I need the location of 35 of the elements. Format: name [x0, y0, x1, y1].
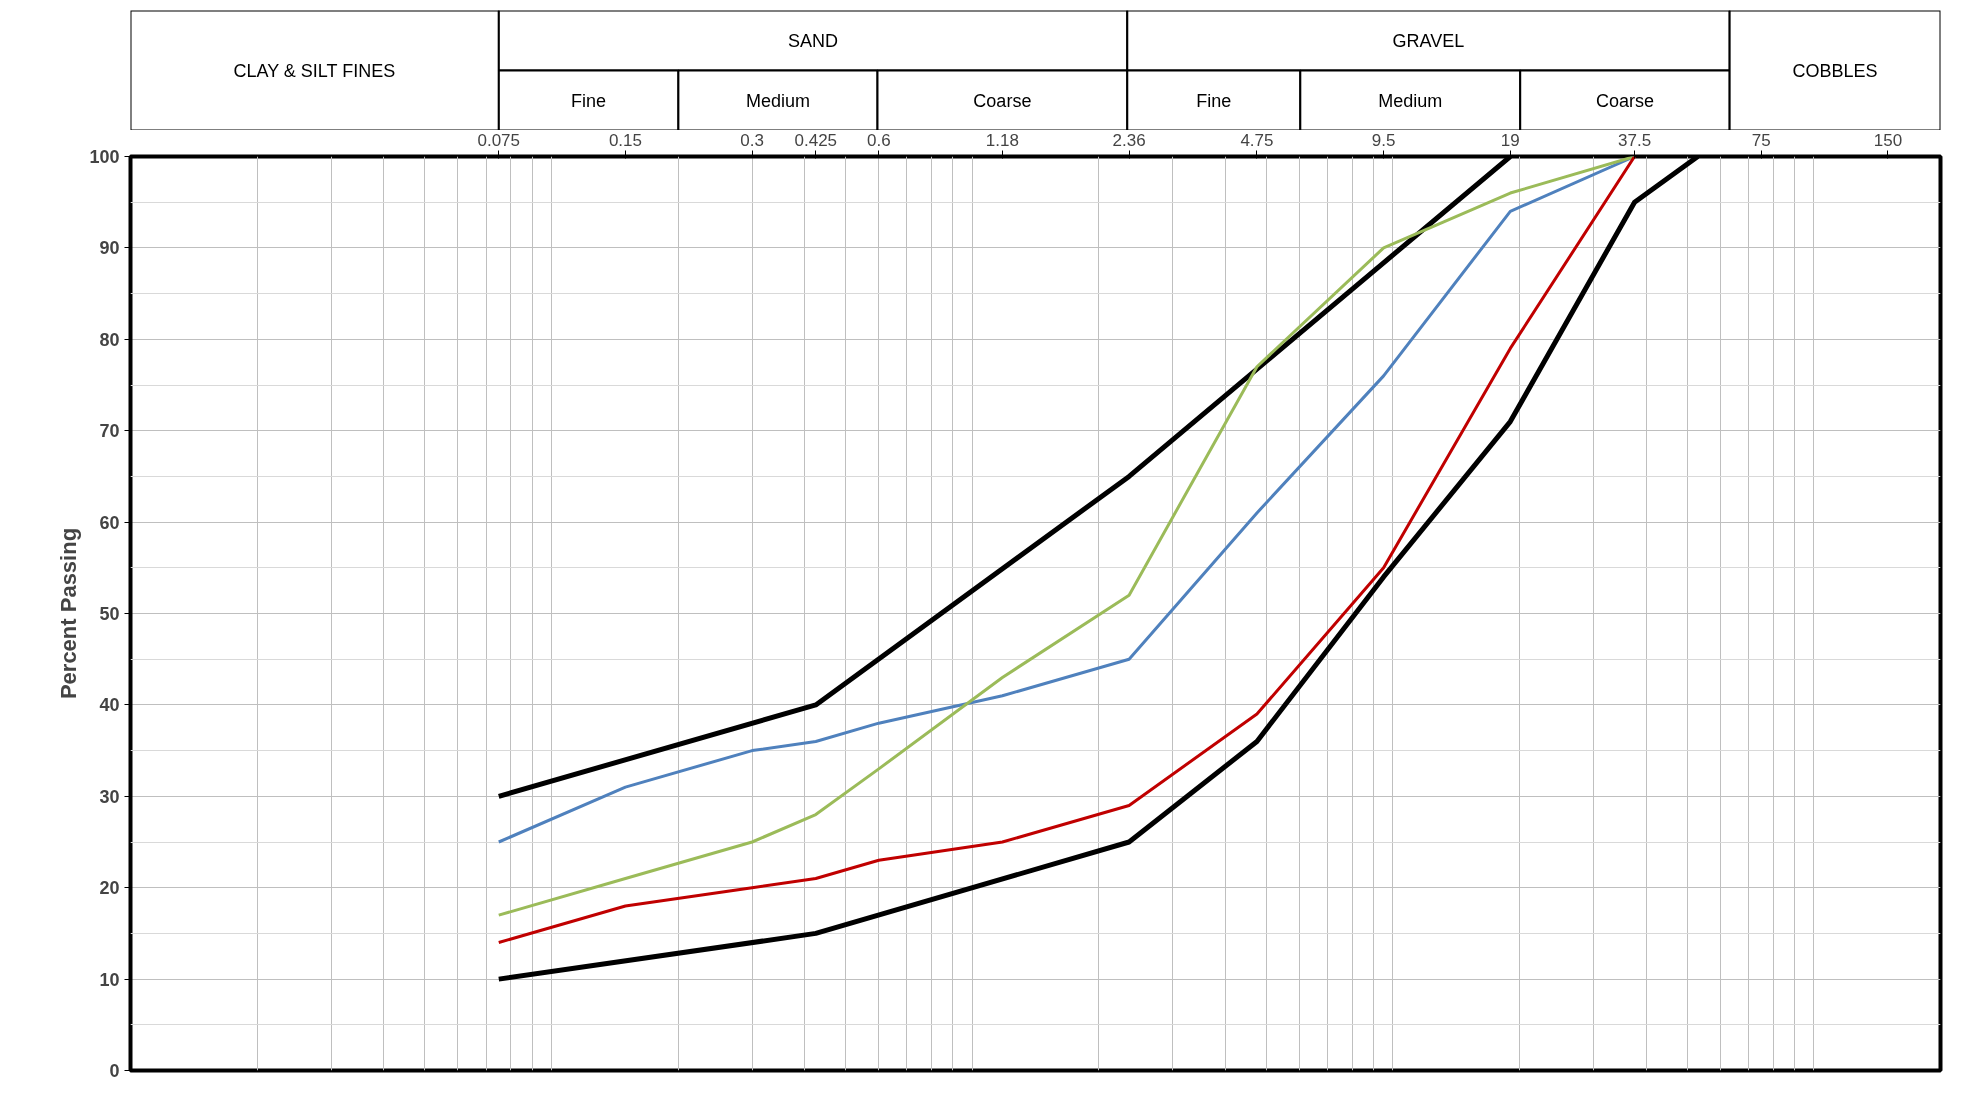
x-tick-label: 0.075: [477, 130, 521, 150]
y-tick-label: 0: [109, 1061, 120, 1081]
y-tick-label: 50: [99, 604, 120, 624]
y-tick-label: 70: [99, 421, 120, 442]
x-tick-label: 9.5: [1371, 130, 1396, 150]
y-tick-label: 90: [99, 238, 120, 259]
text: Coarse: [973, 90, 1032, 111]
y-tick-label: 30: [99, 786, 120, 807]
text: GRAVEL: [1392, 30, 1465, 51]
y-tick-label: 10: [99, 969, 120, 990]
text: Medium: [745, 90, 810, 111]
y-tick-label: 40: [99, 695, 120, 716]
text: COBBLES: [1792, 60, 1878, 81]
text: Coarse: [1595, 90, 1654, 111]
y-axis-title: Percent Passing: [56, 527, 82, 700]
text: Medium: [1378, 90, 1443, 111]
x-tick-label: 37.5: [1618, 130, 1652, 150]
x-tick-label: 19: [1500, 130, 1520, 150]
text: Fine: [571, 90, 607, 111]
x-tick-label: 0.6: [866, 130, 891, 150]
x-tick-label: 0.15: [608, 130, 642, 150]
y-tick-label: 80: [99, 329, 120, 350]
text: Fine: [1196, 90, 1232, 111]
x-tick-label: 0.3: [740, 130, 764, 150]
x-tick-label: 2.36: [1112, 130, 1146, 150]
y-tick-label: 60: [99, 512, 120, 533]
text: SAND: [788, 30, 839, 51]
y-tick-label: 100: [89, 147, 120, 167]
text: CLAY & SILT FINES: [233, 60, 396, 81]
x-tick-label: 1.18: [985, 130, 1019, 150]
y-tick-label: 20: [99, 878, 120, 899]
x-tick-label: 150: [1873, 130, 1903, 150]
x-tick-label: 4.75: [1240, 130, 1274, 150]
x-tick-label: 0.425: [794, 130, 838, 150]
x-tick-label: 75: [1751, 130, 1771, 150]
